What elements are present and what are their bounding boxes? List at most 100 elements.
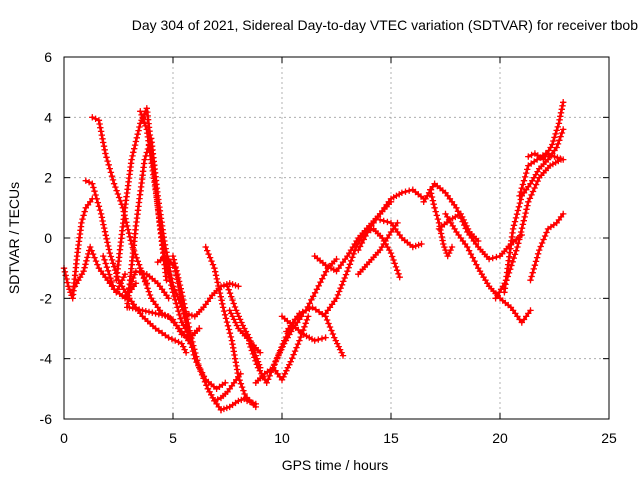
data-point	[303, 316, 311, 324]
data-point	[355, 246, 362, 254]
data-point	[342, 271, 350, 278]
data-point	[131, 141, 139, 149]
data-point	[108, 256, 116, 264]
data-point	[230, 348, 237, 355]
data-point	[538, 239, 546, 247]
data-point	[279, 340, 286, 348]
data-point	[89, 114, 96, 121]
data-point	[97, 124, 104, 131]
data-point	[313, 286, 321, 293]
data-point	[519, 221, 527, 228]
data-point	[128, 156, 135, 163]
data-point	[434, 215, 442, 223]
data-point	[252, 357, 259, 364]
data-point	[528, 191, 535, 199]
data-point	[135, 127, 142, 134]
data-point	[175, 308, 182, 315]
data-point	[513, 247, 520, 254]
data-point	[163, 263, 171, 271]
data-point	[552, 130, 559, 138]
y-tick-label: -6	[40, 411, 53, 427]
data-point	[510, 222, 518, 229]
data-point	[429, 197, 437, 204]
series-arc-30	[427, 186, 456, 260]
data-point	[312, 306, 319, 313]
data-point	[105, 242, 112, 250]
data-point	[214, 279, 221, 286]
data-point	[514, 243, 521, 251]
data-point	[238, 396, 245, 404]
data-point	[349, 254, 356, 261]
data-point	[333, 255, 340, 263]
data-point	[102, 232, 109, 239]
data-point	[532, 258, 540, 265]
data-point	[454, 208, 462, 215]
data-point	[456, 211, 463, 218]
data-point	[516, 199, 524, 207]
data-point	[291, 347, 299, 355]
data-point	[84, 254, 91, 261]
data-point	[81, 264, 88, 271]
data-point	[189, 338, 196, 346]
data-point	[103, 264, 111, 271]
data-point	[249, 350, 257, 358]
data-point	[99, 217, 106, 225]
data-point	[109, 260, 117, 267]
data-point	[527, 307, 534, 314]
data-point	[398, 189, 406, 196]
data-point	[394, 267, 401, 274]
data-point	[105, 246, 113, 253]
data-point	[286, 361, 293, 368]
data-point	[235, 397, 242, 405]
data-point	[168, 281, 175, 289]
data-point	[138, 268, 145, 275]
data-point	[177, 315, 184, 322]
data-point	[101, 224, 108, 232]
data-point	[553, 127, 560, 134]
data-point	[220, 405, 228, 413]
data-point	[395, 270, 402, 277]
data-point	[522, 209, 529, 217]
data-point	[179, 292, 186, 300]
data-point	[144, 285, 151, 292]
data-point	[173, 300, 180, 307]
data-point	[194, 357, 201, 364]
y-axis-title: SDTVAR / TECUs	[6, 182, 22, 294]
chart-title: Day 304 of 2021, Sidereal Day-to-day VTE…	[132, 17, 639, 33]
data-point	[524, 166, 531, 173]
data-point	[107, 253, 115, 260]
data-point	[518, 185, 525, 192]
data-point	[105, 161, 112, 168]
data-point	[165, 295, 172, 302]
data-point	[220, 282, 228, 289]
data-point	[219, 300, 226, 307]
data-point	[560, 126, 567, 133]
data-point	[136, 123, 143, 131]
data-point	[101, 146, 108, 153]
data-point	[526, 195, 534, 202]
data-point	[177, 285, 184, 292]
data-point	[511, 251, 519, 258]
data-point	[203, 382, 210, 389]
data-point	[234, 369, 241, 377]
data-point	[559, 102, 566, 109]
data-point	[281, 337, 288, 344]
data-point	[266, 372, 273, 379]
data-point	[309, 304, 316, 311]
data-point	[384, 218, 391, 226]
data-point	[430, 201, 437, 208]
data-point	[554, 123, 561, 131]
data-point	[318, 335, 326, 342]
data-point	[121, 271, 129, 278]
data-point	[225, 286, 232, 293]
data-point	[205, 250, 212, 258]
data-point	[131, 145, 138, 152]
data-point	[99, 135, 106, 142]
data-point	[272, 357, 280, 365]
data-point	[172, 263, 179, 271]
data-point	[557, 109, 565, 116]
data-point	[165, 271, 172, 278]
data-point	[238, 383, 246, 391]
data-point	[341, 274, 348, 282]
data-point	[392, 263, 400, 271]
